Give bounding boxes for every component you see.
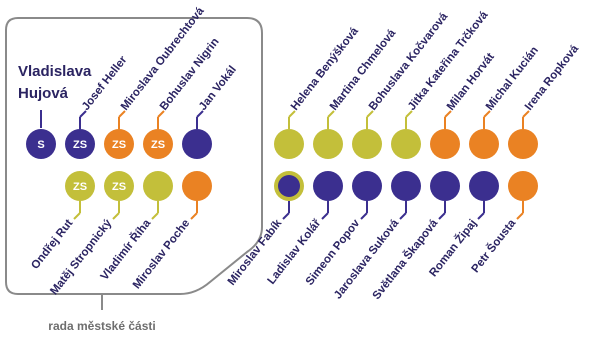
seat-leader-tip-michal-kucian — [483, 110, 491, 118]
seat-circle-ladislav-kolar — [313, 171, 343, 201]
seat-name-martina-chmelova: Martina Chmelová — [328, 27, 399, 113]
seat-role-miroslava-oubrechtova: ZS — [112, 139, 126, 151]
seat-leader-tip-jaroslava-sukova — [399, 212, 407, 220]
seat-leader-tip-josef-heller — [79, 110, 87, 118]
seat-leader-tip-simeon-popov — [360, 212, 368, 220]
seat-role-bohuslav-nigrin: ZS — [151, 139, 165, 151]
seat-role-matej-stropnicky: ZS — [112, 181, 126, 193]
seat-circle-jitka-katerina-trckova — [391, 129, 421, 159]
seat-circle-roman-zipaj — [469, 171, 499, 201]
seat-circle-miroslav-poche — [182, 171, 212, 201]
seat-circle-vladimir-riha — [143, 171, 173, 201]
seat-name-bohuslava-kocvarova: Bohuslava Kočvarová — [367, 10, 451, 113]
seat-circle-bohuslava-kocvarova — [352, 129, 382, 159]
seat-circle-petr-sousta — [508, 171, 538, 201]
seat-leader-tip-bohuslav-nigrin — [157, 110, 165, 118]
seat-circle-josef-heller — [65, 129, 95, 159]
caption: rada městské části — [48, 319, 155, 333]
seat-circle-miroslava-oubrechtova — [104, 129, 134, 159]
seat-leader-tip-helena-benyskova — [288, 110, 296, 118]
seat-leader-tip-vladimir-riha — [151, 212, 159, 220]
seat-circle-jaroslava-sukova — [391, 171, 421, 201]
seat-leader-tip-roman-zipaj — [477, 212, 485, 220]
seat-circle-miroslav-fabik — [278, 175, 300, 197]
seat-leader-tip-matej-stropnicky — [112, 212, 120, 220]
seat-leader-tip-bohuslava-kocvarova — [366, 110, 374, 118]
seat-role-ondrej-rut: ZS — [73, 181, 87, 193]
seat-circle-svetlana-skapova — [430, 171, 460, 201]
seat-name-svetlana-skapova: Světlana Škapová — [370, 216, 441, 302]
seat-name-helena-benyskova: Helena Benýšková — [289, 25, 361, 113]
seat-circle-irena-ropkova — [508, 129, 538, 159]
seat-circle-jan-vokal — [182, 129, 212, 159]
seat-circle-simeon-popov — [352, 171, 382, 201]
seat-leader-tip-jitka-katerina-trckova — [405, 110, 413, 118]
seat-circle-bohuslav-nigrin — [143, 129, 173, 159]
seat-role-mayor: S — [37, 139, 44, 151]
seat-leader-tip-ladislav-kolar — [321, 212, 329, 220]
seat-circle-milan-horvat — [430, 129, 460, 159]
seat-leader-tip-petr-sousta — [516, 212, 524, 220]
mayor-name-line1: Vladislava — [18, 63, 92, 80]
seat-circle-mayor — [26, 129, 56, 159]
seat-leader-tip-miroslav-fabik — [282, 212, 290, 220]
mayor-name-line2: Hujová — [18, 85, 69, 102]
seat-leader-tip-ondrej-rut — [73, 212, 81, 220]
seat-leader-tip-irena-ropkova — [522, 110, 530, 118]
seat-circle-michal-kucian — [469, 129, 499, 159]
seat-leader-tip-svetlana-skapova — [438, 212, 446, 220]
seat-circle-helena-benyskova — [274, 129, 304, 159]
seat-name-jitka-katerina-trckova: Jitka Kateřina Trčková — [406, 9, 491, 113]
seat-leader-tip-martina-chmelova — [327, 110, 335, 118]
seat-leader-tip-miroslav-poche — [190, 212, 198, 220]
seat-role-josef-heller: ZS — [73, 139, 87, 151]
seat-circle-martina-chmelova — [313, 129, 343, 159]
seat-name-jan-vokal: Jan Vokál — [197, 64, 239, 113]
seat-circle-ondrej-rut — [65, 171, 95, 201]
seat-leader-tip-milan-horvat — [444, 110, 452, 118]
seat-leader-tip-jan-vokal — [196, 110, 204, 118]
seat-leader-tip-miroslava-oubrechtova — [118, 110, 126, 118]
council-frame — [5, 17, 263, 295]
seat-circle-matej-stropnicky — [104, 171, 134, 201]
